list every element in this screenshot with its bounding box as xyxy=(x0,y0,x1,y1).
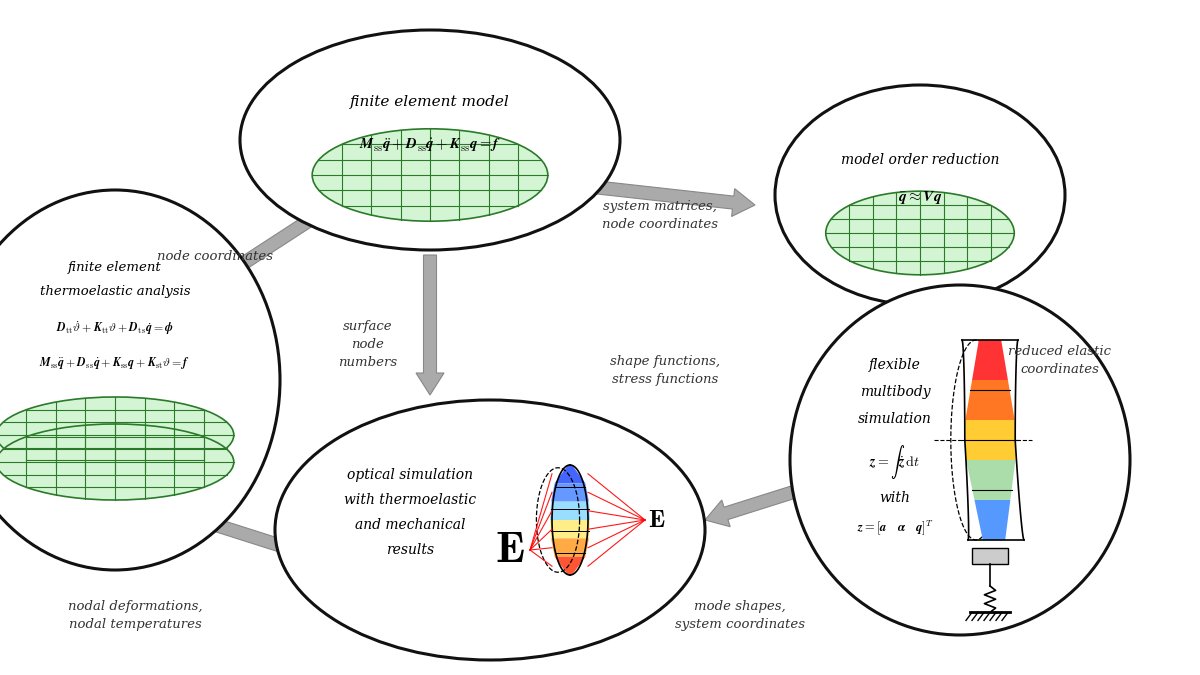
Ellipse shape xyxy=(0,190,280,570)
Text: with thermoelastic: with thermoelastic xyxy=(344,493,476,507)
Polygon shape xyxy=(551,483,589,502)
Text: thermoelastic analysis: thermoelastic analysis xyxy=(40,284,191,298)
Polygon shape xyxy=(554,557,586,575)
Ellipse shape xyxy=(775,85,1066,305)
Text: $\mathbf{E}$: $\mathbf{E}$ xyxy=(648,508,666,532)
Polygon shape xyxy=(550,520,590,539)
Text: shape functions,: shape functions, xyxy=(610,355,720,368)
Text: system coordinates: system coordinates xyxy=(674,618,805,631)
Text: $\boldsymbol{M}_{\mathrm{ss}}\ddot{\boldsymbol{q}}+\boldsymbol{D}_{\mathrm{ss}}\: $\boldsymbol{M}_{\mathrm{ss}}\ddot{\bold… xyxy=(40,355,191,371)
Bar xyxy=(972,548,1008,564)
Polygon shape xyxy=(965,380,1015,420)
FancyArrow shape xyxy=(198,514,310,562)
Text: nodal temperatures: nodal temperatures xyxy=(68,618,202,631)
Text: finite element: finite element xyxy=(68,261,162,275)
Ellipse shape xyxy=(826,191,1014,275)
Text: surface: surface xyxy=(343,320,392,333)
Text: results: results xyxy=(386,543,434,557)
Polygon shape xyxy=(966,460,1015,500)
Ellipse shape xyxy=(240,30,620,250)
Text: multibody: multibody xyxy=(859,385,930,399)
Text: model order reduction: model order reduction xyxy=(841,153,1000,167)
FancyArrow shape xyxy=(575,179,755,217)
Polygon shape xyxy=(965,420,1015,460)
Text: flexible: flexible xyxy=(869,358,920,372)
Text: node coordinates: node coordinates xyxy=(157,250,274,263)
Text: $\boldsymbol{D}_{\mathrm{tt}}\dot{\vartheta}+\boldsymbol{K}_{\mathrm{tt}}\varthe: $\boldsymbol{D}_{\mathrm{tt}}\dot{\varth… xyxy=(56,319,174,337)
Polygon shape xyxy=(554,465,586,483)
FancyArrow shape xyxy=(416,255,444,395)
Text: coordinates: coordinates xyxy=(1020,363,1099,376)
Text: mode shapes,: mode shapes, xyxy=(694,600,786,613)
Text: nodal deformations,: nodal deformations, xyxy=(67,600,203,613)
Ellipse shape xyxy=(790,285,1130,635)
Text: reduced elastic: reduced elastic xyxy=(1008,345,1111,358)
FancyArrow shape xyxy=(706,484,802,526)
FancyArrow shape xyxy=(906,310,934,380)
Text: $\boldsymbol{z}=\int\dot{\boldsymbol{z}}\,\mathrm{d}t$: $\boldsymbol{z}=\int\dot{\boldsymbol{z}}… xyxy=(870,443,920,481)
Text: $\bar{\boldsymbol{q}}\approx\boldsymbol{V}\boldsymbol{q}$: $\bar{\boldsymbol{q}}\approx\boldsymbol{… xyxy=(898,188,942,205)
Polygon shape xyxy=(550,502,590,520)
Text: stress functions: stress functions xyxy=(612,373,718,386)
Text: and mechanical: and mechanical xyxy=(355,518,466,532)
Ellipse shape xyxy=(275,400,706,660)
Text: $\boldsymbol{M}_{\mathrm{ss}}\ddot{\boldsymbol{q}}+\boldsymbol{D}_{\mathrm{ss}}\: $\boldsymbol{M}_{\mathrm{ss}}\ddot{\bold… xyxy=(359,136,502,154)
Text: system matrices,: system matrices, xyxy=(604,200,716,213)
Text: with: with xyxy=(880,491,911,505)
Text: node: node xyxy=(352,338,384,351)
FancyArrow shape xyxy=(210,215,313,285)
Ellipse shape xyxy=(312,129,547,221)
Polygon shape xyxy=(972,340,1008,380)
Text: $\mathbf{E}$: $\mathbf{E}$ xyxy=(496,529,524,572)
Text: node coordinates: node coordinates xyxy=(602,218,718,231)
Text: simulation: simulation xyxy=(858,412,932,426)
Text: $\boldsymbol{z}=[\boldsymbol{a}\quad\boldsymbol{\alpha}\quad\boldsymbol{q}]^T$: $\boldsymbol{z}=[\boldsymbol{a}\quad\bol… xyxy=(857,518,934,537)
Text: numbers: numbers xyxy=(338,356,397,369)
Text: optical simulation: optical simulation xyxy=(347,468,473,482)
Text: finite element model: finite element model xyxy=(350,95,510,109)
Polygon shape xyxy=(974,500,1010,540)
Ellipse shape xyxy=(0,424,234,500)
Ellipse shape xyxy=(0,397,234,473)
Polygon shape xyxy=(551,539,589,557)
